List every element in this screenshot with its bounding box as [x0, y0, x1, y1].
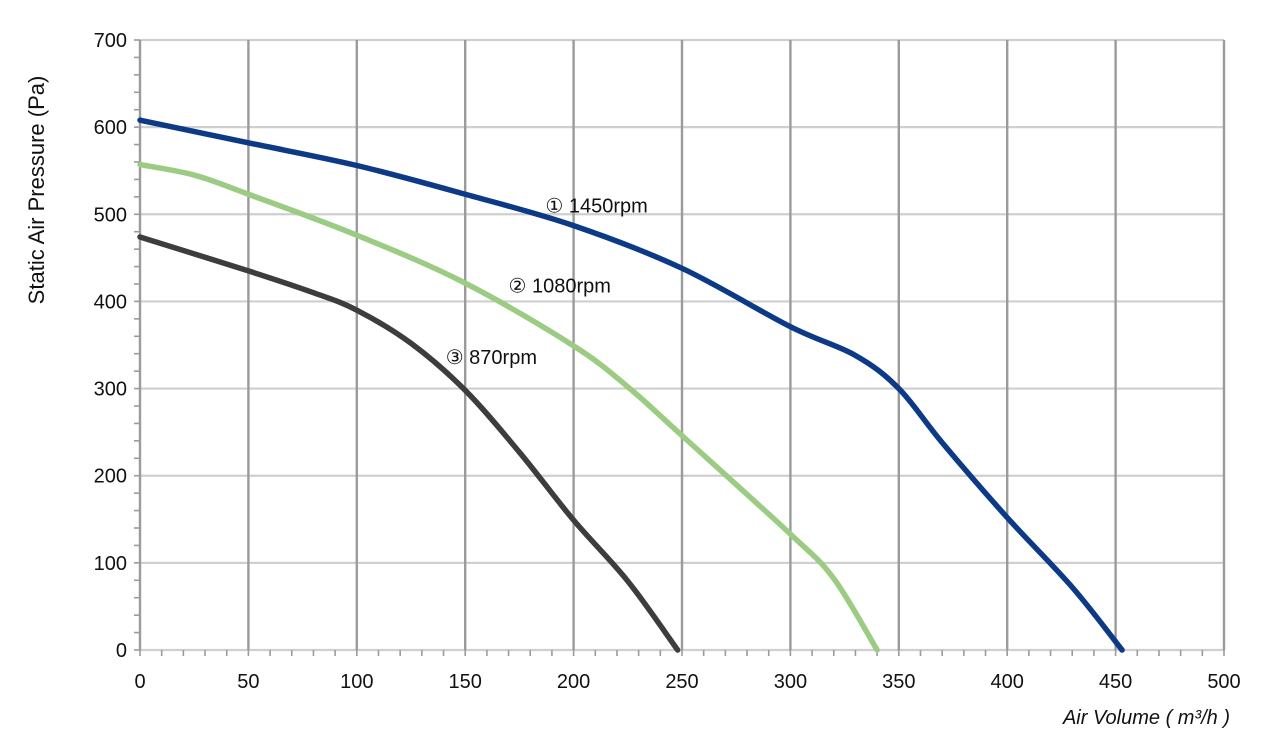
- x-tick-label: 500: [1207, 671, 1240, 693]
- series-label-1: ① 1450rpm: [545, 196, 647, 218]
- y-tick-label: 100: [94, 553, 127, 575]
- y-tick-label: 0: [116, 640, 127, 662]
- y-tick-label: 200: [94, 466, 127, 488]
- series-labels: ① 1450rpm ② 1080rpm ③ 870rpm: [446, 196, 648, 370]
- x-axis-title: Air Volume ( m³/h ): [1062, 707, 1230, 729]
- y-axis-ticks: 0 100 200 300 400 500 600 700: [94, 30, 127, 662]
- x-tick-label: 0: [134, 671, 145, 693]
- x-tick-label: 250: [665, 671, 698, 693]
- series-line-3: [137, 234, 681, 653]
- series-label-3: ③ 870rpm: [446, 347, 537, 369]
- series-layer: [137, 117, 1125, 653]
- series-label-2: ② 1080rpm: [509, 276, 611, 298]
- x-tick-label: 100: [340, 671, 373, 693]
- y-tick-label: 600: [94, 117, 127, 139]
- y-tick-label: 700: [94, 30, 127, 52]
- y-tick-label: 500: [94, 204, 127, 226]
- x-axis-ticks: 0 50 100 150 200 250 300 350 400 450 500: [134, 671, 1240, 693]
- grid: [134, 38, 1226, 656]
- series-line-1: [137, 117, 1125, 653]
- x-tick-label: 350: [882, 671, 915, 693]
- x-tick-label: 300: [774, 671, 807, 693]
- y-tick-label: 400: [94, 291, 127, 313]
- x-tick-label: 50: [237, 671, 259, 693]
- x-tick-label: 450: [1099, 671, 1132, 693]
- x-tick-label: 150: [449, 671, 482, 693]
- y-axis-title: Static Air Pressure (Pa): [24, 76, 49, 305]
- series-line-2: [137, 161, 880, 653]
- y-tick-label: 300: [94, 379, 127, 401]
- x-tick-label: 400: [991, 671, 1024, 693]
- x-tick-label: 200: [557, 671, 590, 693]
